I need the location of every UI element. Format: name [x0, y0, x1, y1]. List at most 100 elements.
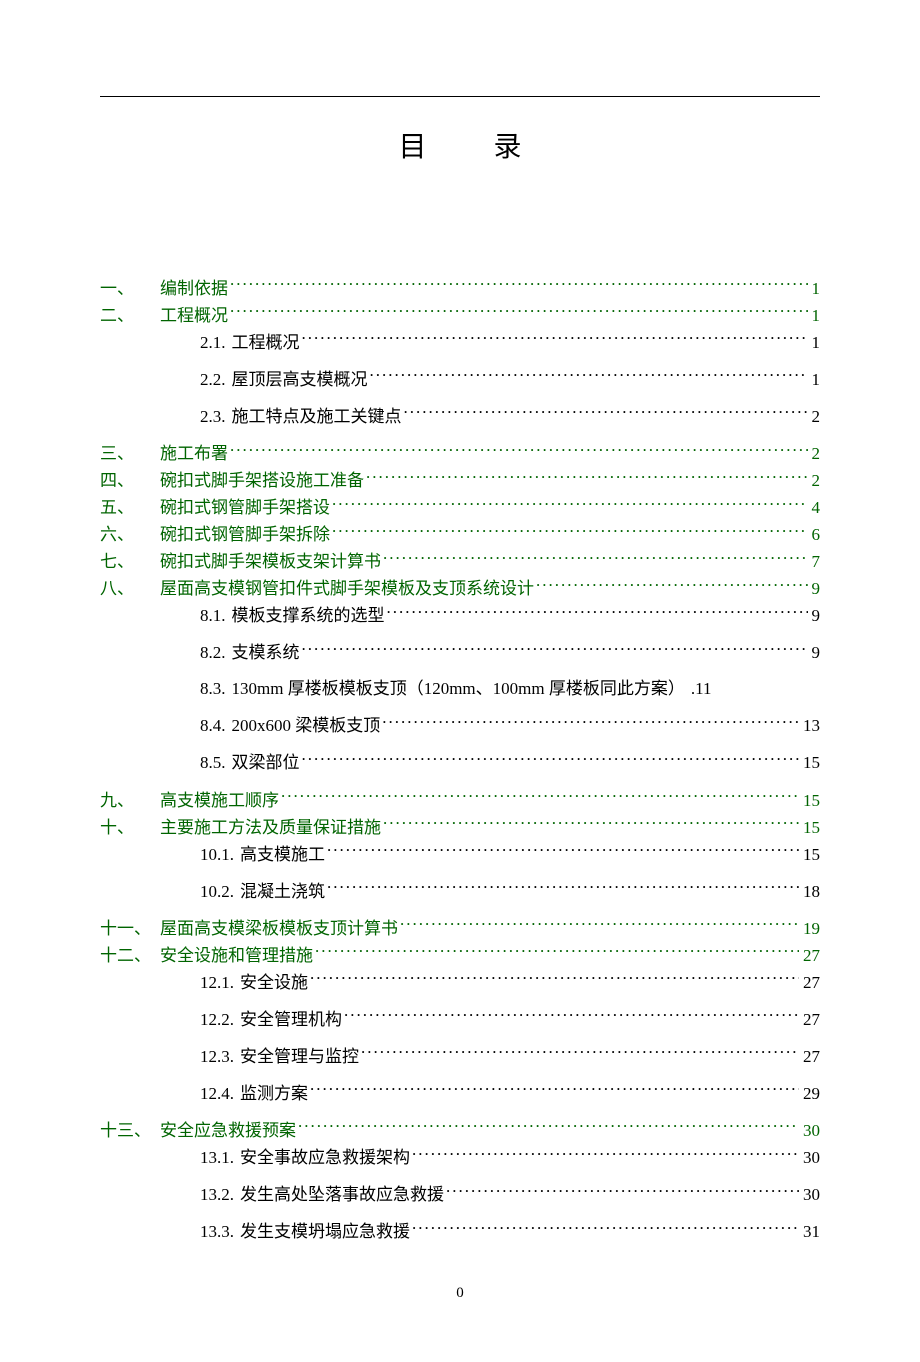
toc-label[interactable]: 主要施工方法及质量保证措施: [160, 815, 381, 841]
toc-entry: 8.3.130mm 厚楼板模板支顶（120mm、100mm 厚楼板同此方案）.1…: [100, 676, 820, 702]
toc-entry[interactable]: 五、碗扣式钢管脚手架搭设4: [100, 494, 820, 521]
toc-page: 29: [801, 1081, 820, 1107]
toc-number: 一、: [100, 276, 160, 302]
toc-leader-dots: [383, 548, 808, 567]
toc-leader-dots: [315, 942, 799, 961]
toc-label: 监测方案: [240, 1081, 308, 1107]
toc-label: 双梁部位: [232, 750, 300, 776]
toc-page: 1: [810, 367, 821, 393]
toc-label: 混凝土浇筑: [240, 879, 325, 905]
toc-leader-dots: [230, 440, 808, 459]
toc-entry: 13.1.安全事故应急救援架构30: [100, 1144, 820, 1171]
toc-label: 工程概况: [232, 330, 300, 356]
toc-page: 19: [801, 916, 820, 942]
toc-entry: 8.4.200x600 梁模板支顶13: [100, 713, 820, 740]
toc-page: 1: [810, 330, 821, 356]
toc-page: 13: [801, 713, 820, 739]
toc-entry: 8.2.支模系统9: [100, 639, 820, 666]
toc-label[interactable]: 施工布署: [160, 441, 228, 467]
toc-entry: 13.3.发生支模坍塌应急救援31: [100, 1218, 820, 1245]
toc-entry[interactable]: 六、碗扣式钢管脚手架拆除6: [100, 521, 820, 548]
toc-entry[interactable]: 七、碗扣式脚手架模板支架计算书7: [100, 548, 820, 575]
toc-number: 五、: [100, 495, 160, 521]
toc-page: 27: [801, 970, 820, 996]
toc-page: 1: [810, 276, 821, 302]
toc-leader-dots: [366, 467, 808, 486]
toc-number: 十二、: [100, 943, 160, 969]
toc-number: 12.4.: [200, 1081, 234, 1107]
toc-number: 八、: [100, 576, 160, 602]
toc-page: 27: [801, 1007, 820, 1033]
toc-entry[interactable]: 十、主要施工方法及质量保证措施15: [100, 814, 820, 841]
toc-label[interactable]: 工程概况: [160, 303, 228, 329]
toc-page: 2: [810, 441, 821, 467]
toc-label: 安全事故应急救援架构: [240, 1145, 410, 1171]
toc-label: 模板支撑系统的选型: [232, 603, 385, 629]
toc-number: 十一、: [100, 916, 160, 942]
toc-page: 27: [801, 943, 820, 969]
toc-page: 15: [801, 842, 820, 868]
toc-label[interactable]: 碗扣式钢管脚手架拆除: [160, 522, 330, 548]
toc-leader-dots: [332, 521, 808, 540]
toc-entry: 12.1.安全设施27: [100, 969, 820, 996]
toc-entry: 10.1.高支模施工15: [100, 841, 820, 868]
toc-entry[interactable]: 十一、屋面高支模梁板模板支顶计算书 19: [100, 915, 820, 942]
toc-label[interactable]: 编制依据: [160, 276, 228, 302]
toc-leader-dots: [412, 1218, 799, 1237]
toc-entry[interactable]: 九、高支模施工顺序15: [100, 787, 820, 814]
toc-label[interactable]: 安全应急救援预案: [160, 1118, 296, 1144]
toc-entry[interactable]: 三、施工布署2: [100, 440, 820, 467]
toc-entry[interactable]: 一、编制依据 1: [100, 275, 820, 302]
toc-number: 8.3.: [200, 676, 226, 702]
toc-leader-dots: [230, 275, 808, 294]
toc-entry[interactable]: 八、屋面高支模钢管扣件式脚手架模板及支顶系统设计9: [100, 575, 820, 602]
toc-label[interactable]: 碗扣式脚手架模板支架计算书: [160, 549, 381, 575]
toc-number: 十三、: [100, 1118, 160, 1144]
toc-leader-dots: [361, 1043, 799, 1062]
toc-entry: 2.2.屋顶层高支模概况1: [100, 366, 820, 393]
toc-leader-dots: [387, 602, 808, 621]
toc-page: 1: [810, 303, 821, 329]
toc-leader-dots: [382, 713, 799, 732]
toc-page: 15: [801, 788, 820, 814]
toc-leader-dots: [310, 969, 799, 988]
toc-entry[interactable]: 十二、安全设施和管理措施 27: [100, 942, 820, 969]
toc-leader-dots: [344, 1006, 799, 1025]
toc-label[interactable]: 碗扣式钢管脚手架搭设: [160, 495, 330, 521]
toc-entry: 8.5.双梁部位15: [100, 750, 820, 777]
table-of-contents: 一、编制依据1二、工程概况12.1.工程概况12.2.屋顶层高支模概况12.3.…: [100, 275, 820, 1245]
toc-page: 30: [801, 1118, 820, 1144]
toc-number: 二、: [100, 303, 160, 329]
toc-page: 18: [801, 879, 820, 905]
toc-entry: 8.1.模板支撑系统的选型9: [100, 602, 820, 629]
toc-page: 9: [810, 603, 821, 629]
toc-page: 31: [801, 1219, 820, 1245]
toc-number: 12.1.: [200, 970, 234, 996]
toc-leader-dots: [400, 915, 799, 934]
toc-label[interactable]: 高支模施工顺序: [160, 788, 279, 814]
toc-leader-dots: [302, 329, 808, 348]
toc-entry[interactable]: 二、工程概况 1: [100, 302, 820, 329]
toc-label[interactable]: 屋面高支模钢管扣件式脚手架模板及支顶系统设计: [160, 576, 534, 602]
toc-leader-dots: [302, 750, 800, 769]
toc-label[interactable]: 碗扣式脚手架搭设施工准备: [160, 468, 364, 494]
toc-number: 13.1.: [200, 1145, 234, 1171]
toc-page: 9: [810, 640, 821, 666]
toc-number: 8.4.: [200, 713, 226, 739]
toc-label[interactable]: 屋面高支模梁板模板支顶计算书: [160, 916, 398, 942]
toc-page: 7: [810, 549, 821, 575]
toc-label: 施工特点及施工关键点: [232, 404, 402, 430]
toc-label: 支模系统: [232, 640, 300, 666]
toc-number: 12.3.: [200, 1044, 234, 1070]
toc-entry[interactable]: 四、碗扣式脚手架搭设施工准备2: [100, 467, 820, 494]
toc-leader-dots: [332, 494, 808, 513]
toc-number: 8.5.: [200, 750, 226, 776]
toc-entry[interactable]: 十三、安全应急救援预案 30: [100, 1117, 820, 1144]
toc-label: 安全管理与监控: [240, 1044, 359, 1070]
toc-label[interactable]: 安全设施和管理措施: [160, 943, 313, 969]
toc-number: 十、: [100, 815, 160, 841]
toc-leader-dots: [302, 639, 808, 658]
page-container: 目 录 一、编制依据1二、工程概况12.1.工程概况12.2.屋顶层高支模概况1…: [0, 0, 920, 1362]
toc-entry: 10.2.混凝土浇筑18: [100, 878, 820, 905]
page-title: 目 录: [100, 125, 820, 165]
